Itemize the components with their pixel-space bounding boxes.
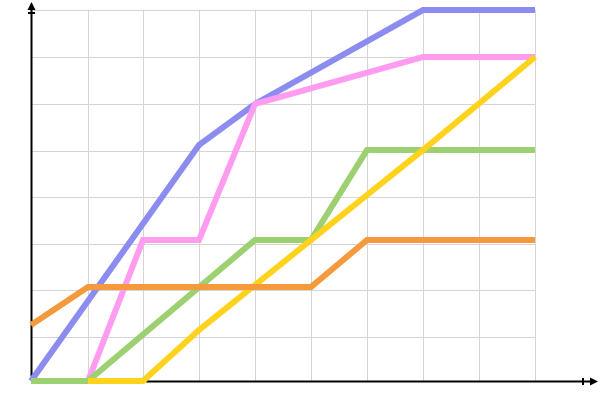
series-green bbox=[31, 147, 535, 384]
series-pink bbox=[85, 54, 535, 383]
data-series-group bbox=[28, 7, 537, 384]
y-axis-arrow-icon bbox=[27, 2, 36, 10]
series-orange bbox=[29, 237, 535, 328]
x-axis-arrow-icon bbox=[590, 377, 598, 386]
